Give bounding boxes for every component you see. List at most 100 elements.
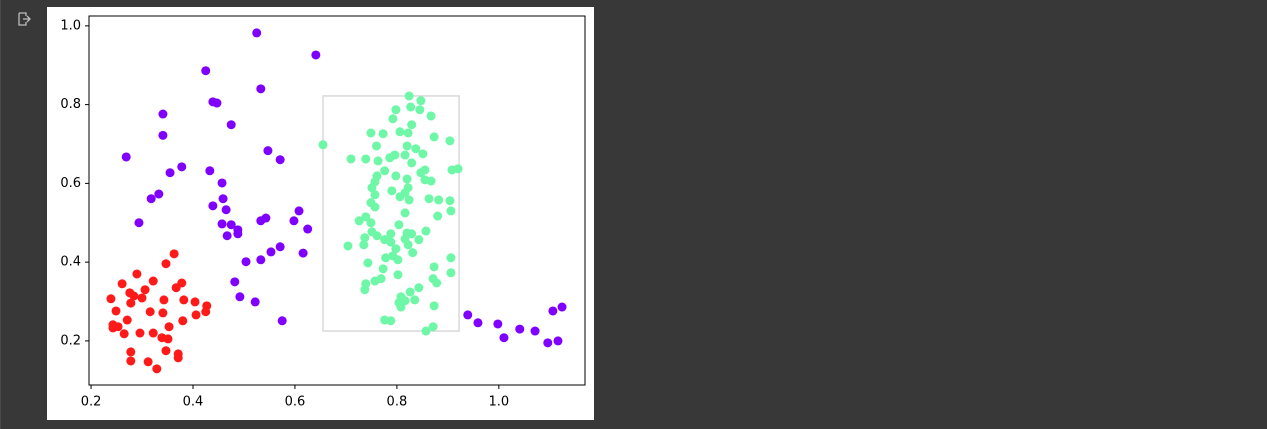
point: [217, 178, 227, 188]
point: [360, 233, 370, 243]
point: [129, 291, 139, 301]
point: [256, 255, 266, 265]
point: [173, 353, 183, 363]
point: [463, 310, 473, 320]
point: [134, 218, 144, 228]
point: [366, 218, 376, 228]
point: [415, 105, 425, 115]
point: [445, 196, 455, 206]
y-tick-label: 0.4: [60, 255, 81, 270]
point: [424, 194, 434, 204]
point: [446, 253, 456, 263]
point: [241, 257, 251, 267]
point: [387, 186, 397, 196]
point: [391, 244, 401, 254]
point: [294, 206, 304, 216]
point: [428, 322, 438, 332]
y-tick-label: 0.2: [60, 333, 81, 348]
point: [400, 150, 410, 160]
point: [378, 129, 388, 139]
point: [217, 219, 227, 229]
point: [405, 287, 415, 297]
point: [370, 202, 380, 212]
point: [171, 283, 181, 293]
point: [205, 166, 215, 176]
point: [557, 302, 567, 312]
point: [152, 364, 162, 374]
point: [343, 241, 353, 251]
point: [395, 192, 405, 202]
x-tick-label: 1.0: [489, 395, 510, 410]
point: [208, 201, 218, 211]
point: [394, 220, 404, 230]
point: [429, 132, 439, 142]
point: [161, 346, 171, 356]
point: [446, 268, 456, 278]
point: [363, 258, 373, 268]
point: [381, 253, 391, 263]
point: [135, 328, 145, 338]
point: [361, 154, 371, 164]
point: [140, 285, 150, 295]
point: [354, 216, 364, 226]
point: [380, 166, 390, 176]
point: [404, 195, 414, 205]
point: [263, 146, 273, 156]
point: [221, 205, 231, 215]
point: [402, 174, 412, 184]
point: [370, 276, 380, 286]
point: [393, 255, 403, 265]
point: [117, 279, 127, 289]
point: [177, 162, 187, 172]
point: [493, 319, 503, 329]
point: [418, 149, 428, 159]
point: [553, 336, 563, 346]
point: [159, 295, 169, 305]
point: [218, 194, 228, 204]
point: [143, 357, 153, 367]
point: [416, 96, 426, 106]
point: [421, 226, 431, 236]
point: [108, 323, 118, 333]
point: [158, 308, 168, 318]
point: [252, 28, 262, 38]
point: [178, 316, 188, 326]
point: [277, 316, 287, 326]
point: [201, 307, 211, 317]
region-box: [322, 95, 460, 332]
point: [289, 216, 299, 226]
point: [407, 120, 417, 130]
point: [499, 333, 509, 343]
point: [275, 155, 285, 165]
chart: 0.2 0.4 0.6 0.8 1.0 0.2 0.4 0.6 0.8 1.0: [60, 15, 586, 410]
point: [154, 189, 164, 199]
point: [429, 301, 439, 311]
point: [426, 111, 436, 121]
point: [346, 154, 356, 164]
point: [119, 329, 129, 339]
point: [426, 176, 436, 186]
y-tick-label: 1.0: [60, 18, 81, 33]
point: [372, 231, 382, 241]
point: [158, 109, 168, 119]
point: [410, 295, 420, 305]
point: [372, 141, 382, 151]
point: [121, 152, 131, 162]
point: [163, 334, 173, 344]
point: [400, 208, 410, 218]
point: [447, 165, 457, 175]
point: [318, 140, 328, 150]
point: [212, 98, 222, 108]
point: [407, 158, 417, 168]
point: [393, 270, 403, 280]
point: [298, 248, 308, 258]
point: [414, 283, 424, 293]
point: [145, 307, 155, 317]
point: [126, 347, 136, 357]
point: [530, 326, 540, 336]
point: [250, 297, 260, 307]
y-tick-label: 0.8: [60, 97, 81, 112]
point: [378, 264, 388, 274]
output-icon[interactable]: [16, 11, 32, 27]
point: [122, 315, 132, 325]
